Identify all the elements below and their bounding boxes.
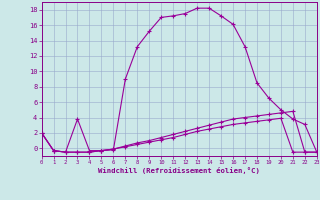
X-axis label: Windchill (Refroidissement éolien,°C): Windchill (Refroidissement éolien,°C) [98, 167, 260, 174]
